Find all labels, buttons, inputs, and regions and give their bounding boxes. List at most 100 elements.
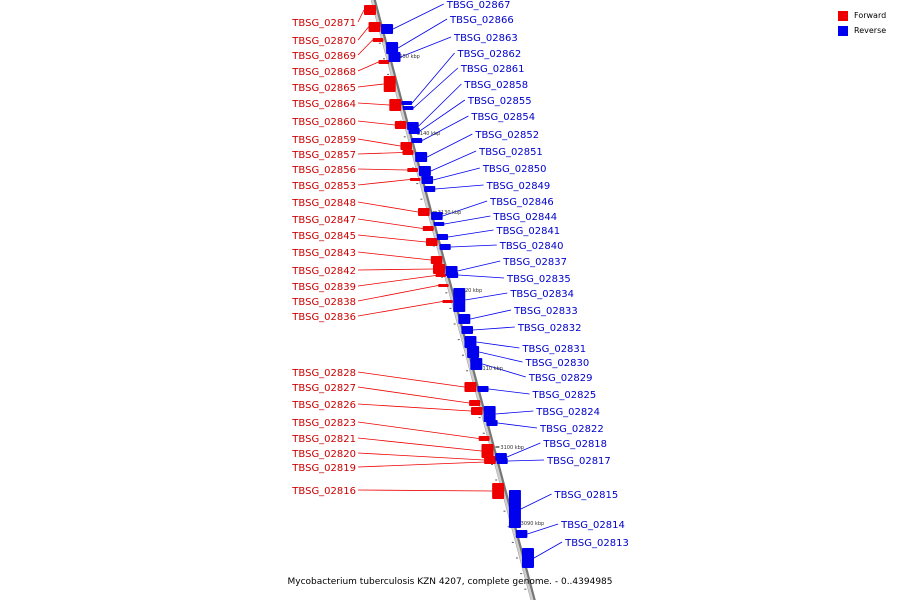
reverse-gene-line bbox=[458, 274, 505, 279]
reverse-gene-feature bbox=[461, 326, 474, 334]
reverse-gene-feature bbox=[508, 490, 521, 528]
reverse-gene-label: TBSG_02850 bbox=[482, 164, 547, 175]
reverse-gene-line bbox=[435, 184, 484, 190]
reverse-gene-label: TBSG_02824 bbox=[535, 407, 600, 418]
reverse-gene-label: TBSG_02815 bbox=[554, 490, 619, 501]
forward-gene-label: TBSG_02839 bbox=[291, 282, 356, 293]
forward-gene-feature bbox=[469, 400, 481, 406]
scale-tick-label: 3130 kbp bbox=[438, 210, 462, 216]
reverse-gene-line bbox=[507, 459, 545, 462]
scale-tick-label: 3110 kbp bbox=[479, 366, 503, 372]
forward-gene-line bbox=[357, 120, 395, 126]
reverse-gene-label: TBSG_02818 bbox=[542, 439, 607, 450]
reverse-gene-feature bbox=[418, 166, 431, 176]
scale-tick-label: 3100 kbp bbox=[500, 445, 524, 451]
reverse-gene-line bbox=[476, 341, 520, 349]
reverse-gene-label: TBSG_02867 bbox=[446, 0, 511, 11]
forward-gene-label: TBSG_02870 bbox=[291, 36, 356, 47]
forward-gene-line bbox=[357, 83, 384, 88]
forward-gene-label: TBSG_02853 bbox=[291, 181, 356, 192]
forward-gene-feature bbox=[430, 256, 443, 264]
reverse-gene-line bbox=[400, 36, 452, 58]
legend-item-reverse: Reverse bbox=[838, 23, 886, 38]
legend: Forward Reverse bbox=[838, 8, 886, 38]
forward-gene-line bbox=[357, 268, 433, 271]
forward-gene-feature bbox=[402, 150, 414, 155]
reverse-gene-feature bbox=[436, 234, 449, 240]
reverse-gene-line bbox=[450, 244, 497, 248]
forward-gene-label: TBSG_02826 bbox=[291, 400, 356, 411]
forward-gene-line bbox=[357, 421, 479, 439]
map-caption: Mycobacterium tuberculosis KZN 4207, com… bbox=[287, 577, 613, 587]
forward-gene-line bbox=[357, 102, 390, 106]
reverse-gene-line bbox=[442, 200, 488, 217]
forward-gene-label: TBSG_02857 bbox=[291, 150, 356, 161]
forward-gene-line bbox=[357, 301, 443, 317]
scale-tick-label: 3150 kbp bbox=[396, 54, 420, 60]
reverse-gene-line bbox=[482, 363, 526, 378]
scale-tick-label: 3120 kbp bbox=[459, 288, 483, 294]
reverse-gene-label: TBSG_02813 bbox=[564, 538, 629, 549]
reverse-gene-label: TBSG_02830 bbox=[525, 358, 590, 369]
reverse-gene-feature bbox=[446, 272, 459, 278]
forward-gene-line bbox=[357, 61, 379, 72]
forward-gene-label: TBSG_02859 bbox=[291, 135, 356, 146]
reverse-gene-label: TBSG_02866 bbox=[449, 15, 514, 26]
reverse-gene-feature bbox=[424, 186, 436, 192]
reverse-gene-label: TBSG_02825 bbox=[532, 390, 597, 401]
gene-labels: TBSG_02871 TBSG_02870 TBSG_02869 TBSG_02868… bbox=[291, 0, 629, 549]
reverse-gene-feature bbox=[483, 406, 496, 422]
forward-gene-label: TBSG_02868 bbox=[291, 67, 356, 78]
forward-gene-line bbox=[357, 489, 493, 492]
reverse-gene-feature bbox=[408, 128, 420, 134]
legend-label-reverse: Reverse bbox=[854, 26, 887, 35]
forward-gene-feature bbox=[418, 208, 430, 216]
legend-label-forward: Forward bbox=[854, 11, 887, 20]
reverse-gene-line bbox=[506, 442, 541, 458]
forward-gene-label: TBSG_02847 bbox=[291, 215, 356, 226]
reverse-gene-feature bbox=[415, 152, 428, 162]
reverse-gene-line bbox=[470, 309, 512, 320]
forward-gene-feature bbox=[435, 274, 447, 277]
reverse-gene-label: TBSG_02840 bbox=[499, 241, 564, 252]
reverse-gene-feature bbox=[521, 548, 534, 568]
reverse-gene-feature bbox=[388, 52, 401, 62]
reverse-gene-label: TBSG_02846 bbox=[489, 197, 554, 208]
forward-gene-line bbox=[357, 275, 436, 287]
reverse-gene-line bbox=[444, 215, 491, 225]
forward-gene-label: TBSG_02836 bbox=[291, 312, 356, 323]
reverse-gene-feature bbox=[433, 222, 445, 226]
forward-gene-line bbox=[357, 39, 373, 56]
forward-gene-label: TBSG_02860 bbox=[291, 117, 356, 128]
reverse-gene-label: TBSG_02822 bbox=[539, 424, 604, 435]
reverse-gene-label: TBSG_02834 bbox=[509, 289, 574, 300]
forward-gene-line bbox=[357, 452, 485, 461]
reverse-gene-feature bbox=[453, 288, 466, 312]
forward-gene-label: TBSG_02819 bbox=[291, 463, 356, 474]
reverse-gene-line bbox=[397, 18, 448, 49]
forward-gene-line bbox=[357, 201, 419, 213]
reverse-gene-line bbox=[488, 388, 530, 395]
reverse-gene-label: TBSG_02837 bbox=[502, 257, 567, 268]
forward-gene-feature bbox=[438, 284, 449, 287]
reverse-gene-label: TBSG_02854 bbox=[470, 112, 535, 123]
reverse-gene-label: TBSG_02855 bbox=[467, 96, 532, 107]
reverse-gene-line bbox=[448, 229, 494, 238]
reverse-gene-feature bbox=[467, 346, 480, 358]
backbone bbox=[371, 0, 534, 600]
forward-gene-label: TBSG_02843 bbox=[291, 248, 356, 259]
reverse-gene-feature bbox=[381, 24, 394, 34]
forward-gene-feature bbox=[485, 460, 496, 464]
forward-gene-feature bbox=[478, 436, 490, 441]
forward-gene-feature bbox=[426, 238, 438, 246]
forward-gene-feature bbox=[442, 300, 453, 303]
forward-gene-line bbox=[357, 251, 431, 261]
reverse-gene-line bbox=[479, 351, 523, 363]
reverse-gene-feature bbox=[496, 458, 508, 464]
forward-gene-feature bbox=[471, 407, 483, 415]
forward-gene-line bbox=[357, 386, 470, 404]
reverse-gene-feature bbox=[439, 244, 451, 250]
forward-gene-label: TBSG_02845 bbox=[291, 231, 356, 242]
reverse-gene-feature bbox=[411, 138, 423, 143]
reverse-gene-label: TBSG_02852 bbox=[474, 130, 539, 141]
